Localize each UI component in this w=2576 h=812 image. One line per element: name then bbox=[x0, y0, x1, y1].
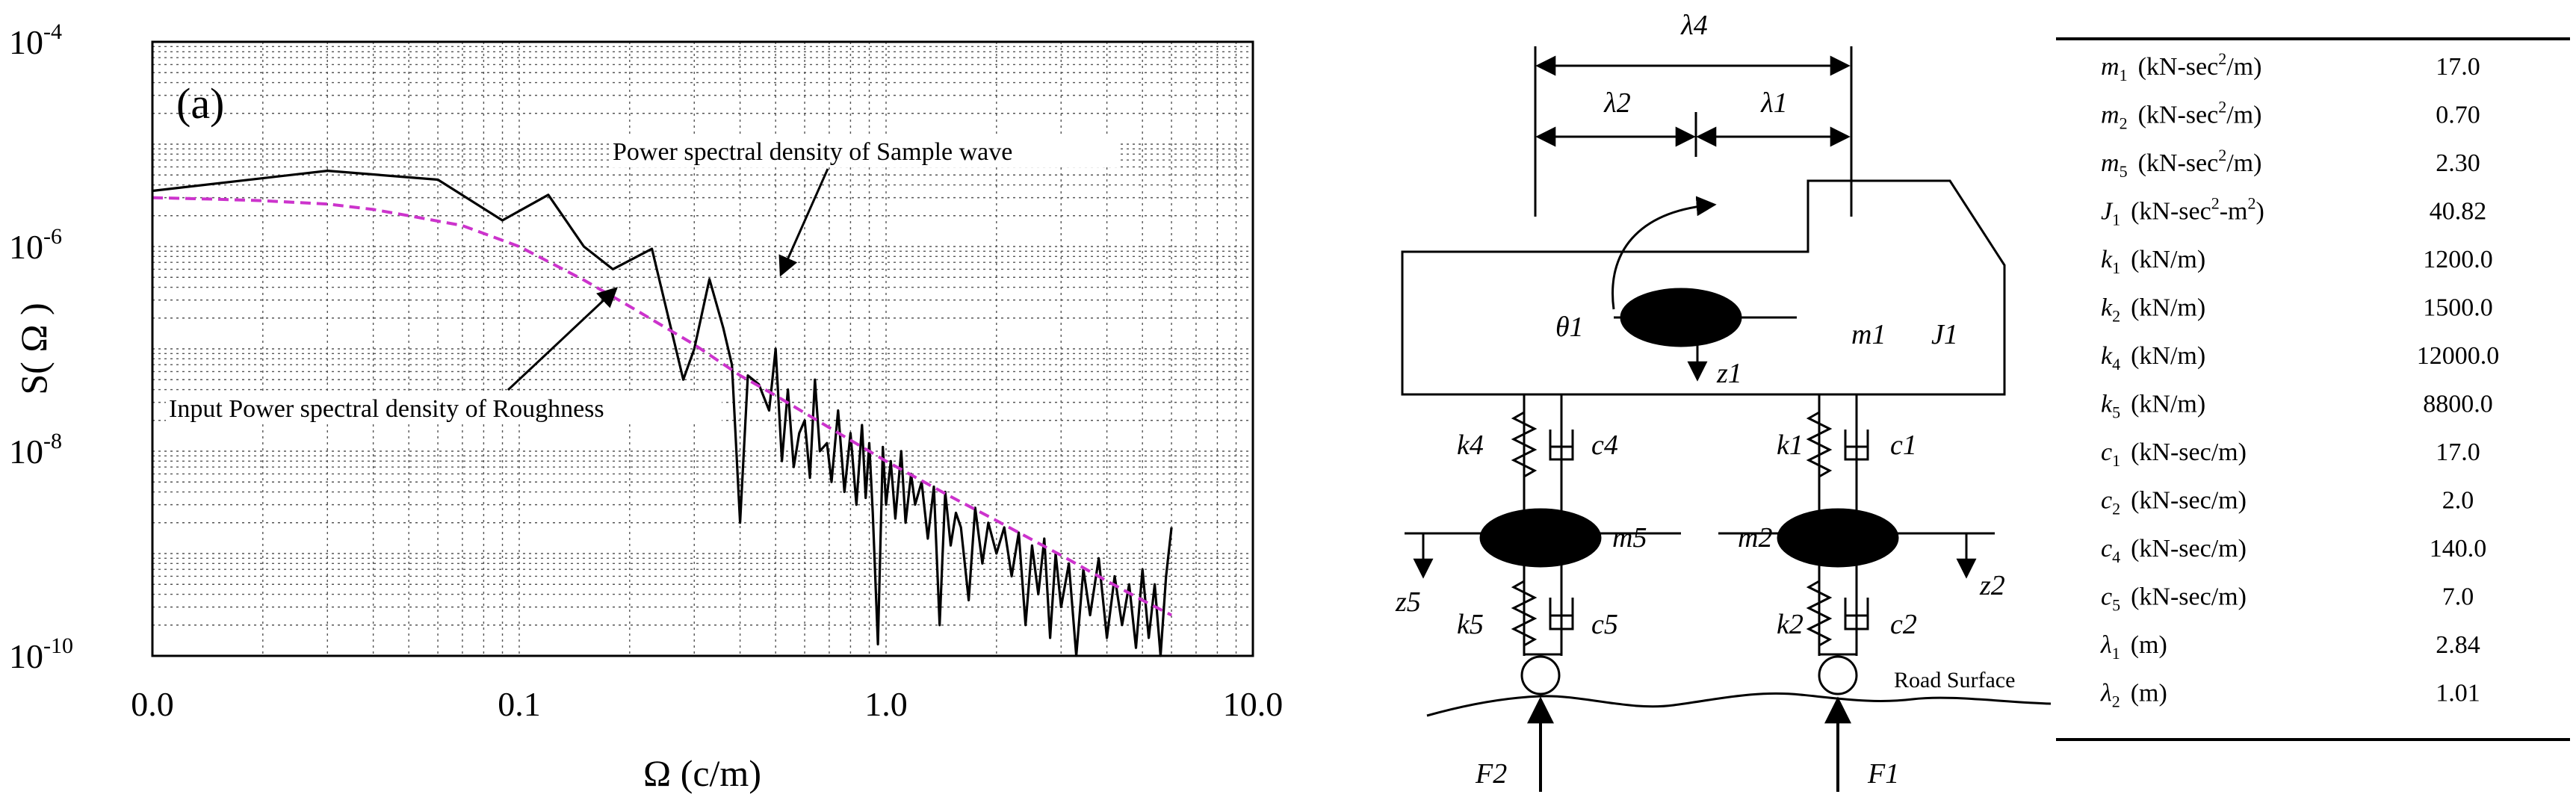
label-m5: m5 bbox=[1612, 522, 1647, 554]
x-tick-label: 0.0 bbox=[131, 685, 174, 723]
table-row-value: 2.30 bbox=[2436, 149, 2480, 177]
y-tick-label: 10-6 bbox=[9, 224, 62, 266]
annotation-arrow-roughness bbox=[507, 287, 618, 391]
label-F1: F1 bbox=[1867, 758, 1899, 790]
table-row-value: 1.01 bbox=[2436, 680, 2480, 707]
table-row-value: 8800.0 bbox=[2423, 391, 2493, 418]
parameter-table: m1 (kN-sec2/m) 17.0 m2 (kN-sec2/m) 0.70 m5 (kN-… bbox=[2056, 37, 2570, 741]
table-row-value: 1200.0 bbox=[2423, 246, 2493, 273]
table-row-param: c4 (kN-sec/m) bbox=[2101, 535, 2247, 566]
psd-chart: 0.0 0.1 1.0 10.0 10-10 10-8 10-6 10-4 (a) Ω (c… bbox=[9, 19, 1283, 794]
panel-label: (a) bbox=[176, 79, 224, 128]
label-z5: z5 bbox=[1395, 586, 1421, 618]
table-row-value: 7.0 bbox=[2442, 583, 2474, 611]
table-row-value: 0.70 bbox=[2436, 102, 2480, 129]
table-row-param: c2 (kN-sec/m) bbox=[2101, 487, 2247, 518]
label-z1: z1 bbox=[1716, 358, 1742, 389]
label-m2: m2 bbox=[1738, 522, 1772, 554]
vehicle-model-diagram bbox=[1401, 46, 2052, 792]
y-axis-label: S( Ω ) bbox=[13, 303, 55, 394]
spring-k2 bbox=[1806, 580, 1833, 647]
y-tick-labels: 10-10 10-8 10-6 10-4 bbox=[9, 19, 73, 675]
diagram-labels: λ4 λ2 λ1 θ1 z1 m1 J1 k4 c4 k1 c1 m5 m2 z… bbox=[1395, 10, 2015, 790]
table-row-param: k2 (kN/m) bbox=[2101, 294, 2205, 326]
damper-c2 bbox=[1844, 598, 1869, 630]
table-row-param: m1 (kN-sec2/m) bbox=[2101, 49, 2261, 84]
table-row-param: k1 (kN/m) bbox=[2101, 246, 2205, 277]
x-tick-label: 10.0 bbox=[1223, 685, 1284, 723]
label-k1: k1 bbox=[1777, 430, 1803, 461]
annotation-roughness: Input Power spectral density of Roughnes… bbox=[169, 395, 604, 423]
label-k4: k4 bbox=[1457, 430, 1484, 461]
annotation-sample-wave: Power spectral density of Sample wave bbox=[613, 138, 1012, 166]
label-theta1: θ1 bbox=[1555, 312, 1584, 343]
table-row-param: c1 (kN-sec/m) bbox=[2101, 438, 2247, 470]
label-m1: m1 bbox=[1851, 319, 1886, 350]
table-row-value: 40.82 bbox=[2430, 198, 2487, 226]
table-row-value: 2.0 bbox=[2442, 487, 2474, 515]
table-row-param: c5 (kN-sec/m) bbox=[2101, 583, 2247, 615]
right-tire bbox=[1818, 655, 1858, 695]
label-lambda2: λ2 bbox=[1603, 87, 1630, 119]
table-row-value: 140.0 bbox=[2430, 535, 2487, 562]
x-tick-labels: 0.0 0.1 1.0 10.0 bbox=[131, 685, 1283, 723]
y-tick-label: 10-4 bbox=[9, 19, 62, 61]
table-row-param: λ1 (m) bbox=[2100, 631, 2167, 663]
chart-series-layer bbox=[152, 170, 1173, 657]
damper-c5 bbox=[1549, 598, 1574, 630]
spring-k4 bbox=[1511, 411, 1538, 478]
table-row-param: m5 (kN-sec2/m) bbox=[2101, 146, 2261, 181]
table-row-value: 12000.0 bbox=[2417, 342, 2500, 370]
series-sample-wave bbox=[152, 170, 1173, 657]
road-surface bbox=[1426, 692, 2052, 717]
label-k2: k2 bbox=[1777, 609, 1803, 640]
annotation-bg-sample bbox=[610, 134, 1119, 167]
series-roughness bbox=[152, 196, 1173, 617]
y-tick-label: 10-8 bbox=[9, 429, 62, 471]
label-c5: c5 bbox=[1591, 609, 1618, 640]
spring-k1 bbox=[1806, 411, 1833, 478]
x-axis-label: Ω (c/m) bbox=[643, 752, 761, 794]
label-F2: F2 bbox=[1475, 758, 1507, 790]
right-unsprung-mass bbox=[1777, 508, 1899, 568]
table-row-param: λ2 (m) bbox=[2100, 680, 2167, 711]
label-c2: c2 bbox=[1890, 609, 1917, 640]
label-c1: c1 bbox=[1890, 430, 1917, 461]
y-tick-label: 10-10 bbox=[9, 633, 73, 675]
chart-grid bbox=[152, 42, 1253, 656]
label-lambda1: λ1 bbox=[1760, 87, 1787, 119]
label-c4: c4 bbox=[1591, 430, 1618, 461]
spring-k5 bbox=[1511, 580, 1538, 647]
table-row-param: k4 (kN/m) bbox=[2101, 342, 2205, 374]
plot-frame bbox=[151, 40, 1254, 657]
table-row-value: 17.0 bbox=[2436, 438, 2480, 466]
table-row-value: 1500.0 bbox=[2423, 294, 2493, 322]
table-row-param: m2 (kN-sec2/m) bbox=[2101, 98, 2261, 133]
left-unsprung-mass bbox=[1479, 508, 1602, 568]
damper-c4 bbox=[1549, 430, 1574, 461]
annotation-bg-roughness bbox=[166, 391, 722, 424]
annotation-arrow-sample bbox=[778, 168, 829, 277]
label-J1: J1 bbox=[1931, 319, 1958, 350]
damper-c1 bbox=[1844, 430, 1869, 461]
left-tire bbox=[1520, 655, 1561, 695]
x-tick-label: 0.1 bbox=[498, 685, 541, 723]
table-rows: m1 (kN-sec2/m) 17.0 m2 (kN-sec2/m) 0.70 m5 (kN-… bbox=[2100, 49, 2499, 711]
label-k5: k5 bbox=[1457, 609, 1484, 640]
table-row-param: J1 (kN-sec2-m2) bbox=[2101, 194, 2264, 229]
pitch-rotation-arrow bbox=[1611, 196, 1717, 310]
label-road-surface: Road Surface bbox=[1894, 668, 2015, 692]
chart-annotations: Power spectral density of Sample wave In… bbox=[166, 134, 1119, 424]
x-tick-label: 1.0 bbox=[864, 685, 908, 723]
car-body bbox=[1401, 179, 2006, 396]
label-lambda4: λ4 bbox=[1680, 10, 1707, 41]
table-row-value: 17.0 bbox=[2436, 53, 2480, 81]
table-row-param: k5 (kN/m) bbox=[2101, 391, 2205, 422]
label-z2: z2 bbox=[1979, 570, 2005, 601]
table-row-value: 2.84 bbox=[2436, 631, 2480, 659]
